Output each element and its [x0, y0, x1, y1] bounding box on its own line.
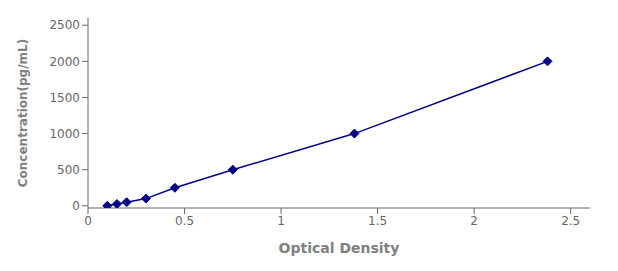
svg-text:0: 0: [84, 214, 92, 228]
svg-text:Concentration(pg/mL): Concentration(pg/mL): [16, 39, 30, 187]
svg-text:500: 500: [57, 163, 80, 177]
svg-text:1.5: 1.5: [368, 214, 387, 228]
svg-text:2.5: 2.5: [561, 214, 580, 228]
svg-text:Optical Density: Optical Density: [279, 240, 400, 256]
svg-text:0: 0: [72, 199, 80, 213]
svg-text:1: 1: [277, 214, 285, 228]
svg-text:2500: 2500: [49, 18, 80, 32]
svg-text:1500: 1500: [49, 91, 80, 105]
svg-text:0.5: 0.5: [175, 214, 194, 228]
svg-text:2: 2: [470, 214, 478, 228]
svg-text:2000: 2000: [49, 55, 80, 69]
svg-text:1000: 1000: [49, 127, 80, 141]
